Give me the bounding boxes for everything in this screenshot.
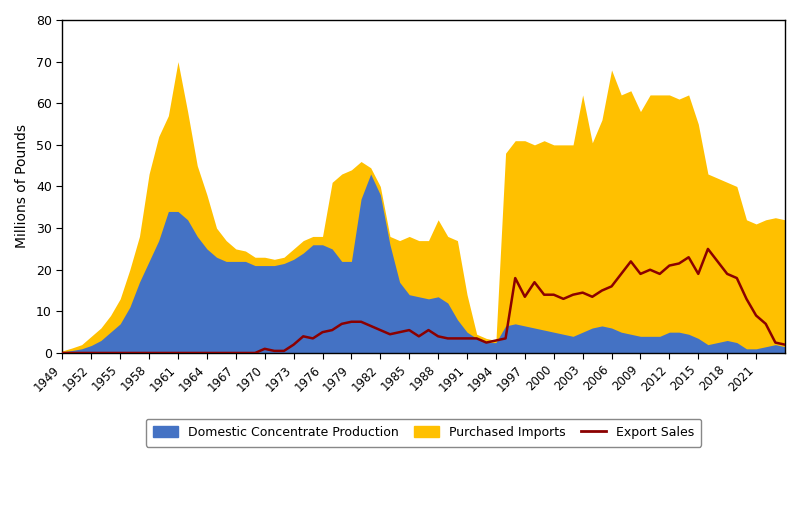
Y-axis label: Millions of Pounds: Millions of Pounds [15, 124, 29, 248]
Legend: Domestic Concentrate Production, Purchased Imports, Export Sales: Domestic Concentrate Production, Purchas… [146, 418, 702, 447]
